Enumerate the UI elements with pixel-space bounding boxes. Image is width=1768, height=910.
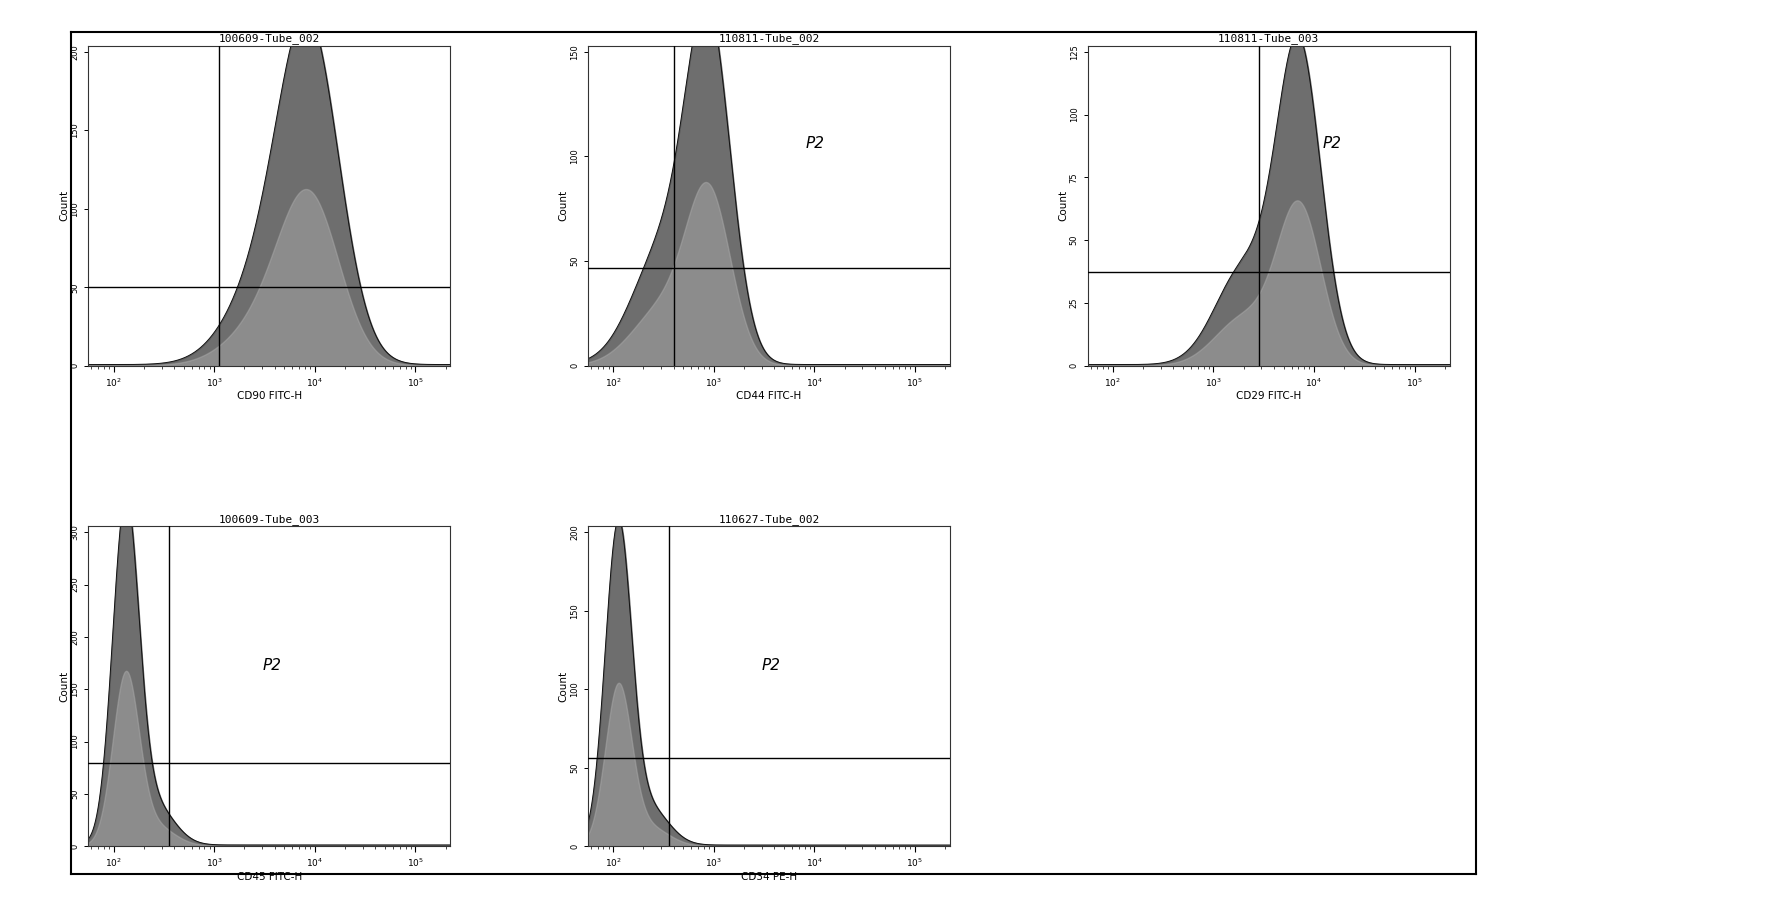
X-axis label: CD44 FITC-H: CD44 FITC-H <box>737 391 801 401</box>
X-axis label: CD45 FITC-H: CD45 FITC-H <box>237 872 302 882</box>
Title: 110811-Tube_002: 110811-Tube_002 <box>718 34 820 45</box>
Title: 110811-Tube_003: 110811-Tube_003 <box>1218 34 1319 45</box>
Title: 110627-Tube_002: 110627-Tube_002 <box>718 514 820 525</box>
Title: 100609-Tube_002: 100609-Tube_002 <box>219 34 320 45</box>
Y-axis label: Count: Count <box>58 190 69 221</box>
Text: P2: P2 <box>804 136 824 151</box>
Y-axis label: Count: Count <box>1059 190 1068 221</box>
Y-axis label: Count: Count <box>559 671 569 702</box>
Title: 100609-Tube_003: 100609-Tube_003 <box>219 514 320 525</box>
Y-axis label: Count: Count <box>559 190 569 221</box>
X-axis label: CD29 FITC-H: CD29 FITC-H <box>1236 391 1301 401</box>
Text: P2: P2 <box>262 658 281 673</box>
Text: P2: P2 <box>762 658 781 673</box>
X-axis label: CD34 PE-H: CD34 PE-H <box>741 872 797 882</box>
Text: P2: P2 <box>1322 136 1342 151</box>
X-axis label: CD90 FITC-H: CD90 FITC-H <box>237 391 302 401</box>
Y-axis label: Count: Count <box>58 671 69 702</box>
